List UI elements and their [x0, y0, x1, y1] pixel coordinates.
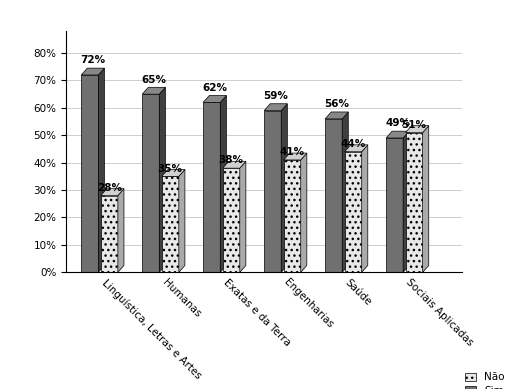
Polygon shape — [344, 145, 368, 152]
Polygon shape — [386, 131, 409, 138]
Text: 51%: 51% — [402, 120, 427, 130]
Bar — [223, 168, 240, 272]
Legend: Não, Sim: Não, Sim — [461, 368, 508, 389]
Bar — [344, 152, 362, 272]
Text: 28%: 28% — [97, 183, 122, 193]
Bar — [162, 176, 179, 272]
Text: 44%: 44% — [340, 139, 366, 149]
Polygon shape — [81, 68, 105, 75]
Bar — [264, 110, 281, 272]
Bar — [101, 196, 118, 272]
Polygon shape — [220, 96, 227, 272]
Polygon shape — [223, 161, 246, 168]
Polygon shape — [362, 145, 368, 272]
Polygon shape — [342, 112, 348, 272]
Text: 49%: 49% — [385, 118, 410, 128]
Polygon shape — [301, 153, 307, 272]
Polygon shape — [423, 126, 429, 272]
Text: 38%: 38% — [219, 156, 244, 165]
Text: 41%: 41% — [279, 147, 305, 157]
Text: 65%: 65% — [141, 75, 166, 84]
Bar — [142, 94, 160, 272]
Polygon shape — [101, 189, 124, 196]
Polygon shape — [325, 112, 348, 119]
Polygon shape — [142, 87, 166, 94]
Bar — [203, 102, 220, 272]
Polygon shape — [203, 96, 227, 102]
Polygon shape — [179, 170, 185, 272]
Text: 72%: 72% — [80, 55, 106, 65]
Polygon shape — [283, 153, 307, 160]
Bar — [386, 138, 403, 272]
Polygon shape — [118, 189, 124, 272]
Bar — [325, 119, 342, 272]
Polygon shape — [160, 87, 166, 272]
Text: 35%: 35% — [158, 164, 183, 173]
Polygon shape — [405, 126, 429, 133]
Polygon shape — [162, 170, 185, 176]
Polygon shape — [99, 68, 105, 272]
Text: 59%: 59% — [263, 91, 288, 101]
Bar — [405, 133, 423, 272]
Text: 56%: 56% — [324, 99, 349, 109]
Polygon shape — [281, 104, 288, 272]
Bar — [81, 75, 99, 272]
Text: 62%: 62% — [202, 83, 227, 93]
Polygon shape — [264, 104, 288, 110]
Bar — [283, 160, 301, 272]
Polygon shape — [403, 131, 409, 272]
Polygon shape — [240, 161, 246, 272]
